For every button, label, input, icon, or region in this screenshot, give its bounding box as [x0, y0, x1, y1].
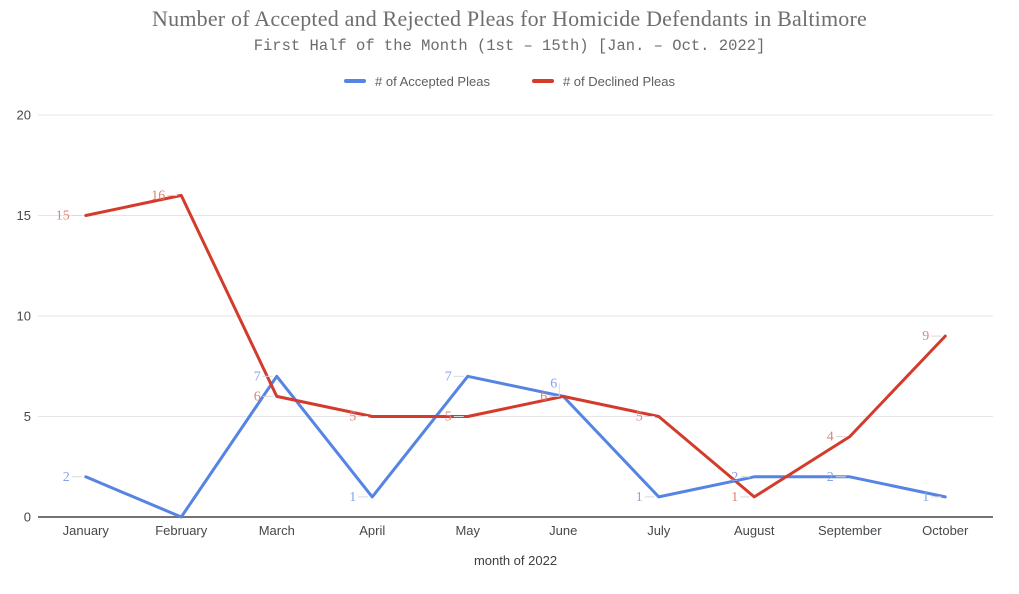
x-tick-label: September	[818, 523, 882, 538]
data-label: 7	[445, 369, 452, 384]
legend-item-accepted: # of Accepted Pleas	[344, 74, 490, 89]
x-tick-label: April	[359, 523, 385, 538]
x-axis-title: month of 2022	[473, 553, 558, 568]
data-label: 5	[636, 410, 643, 425]
data-label: 2	[731, 470, 738, 485]
data-label: 6	[254, 389, 261, 404]
y-tick-label: 5	[24, 409, 31, 424]
data-label: 6	[550, 376, 557, 391]
data-label: 9	[922, 329, 929, 344]
data-label: 1	[922, 490, 929, 505]
chart-legend: # of Accepted Pleas # of Declined Pleas	[0, 72, 1019, 90]
series-line-1	[84, 193, 947, 499]
series-line-0	[84, 374, 947, 519]
legend-swatch-declined	[531, 79, 554, 83]
x-tick-label: August	[734, 523, 775, 538]
data-label: 1	[636, 490, 643, 505]
x-tick-label: March	[259, 523, 295, 538]
y-tick-label: 10	[17, 309, 31, 324]
data-label: 16	[151, 188, 165, 203]
y-tick-label: 20	[17, 108, 31, 123]
data-label: 4	[827, 430, 834, 445]
legend-item-declined: # of Declined Pleas	[531, 73, 675, 89]
data-label: 6	[540, 389, 547, 404]
x-tick-label: May	[455, 523, 480, 538]
x-tick-label: July	[647, 523, 671, 538]
x-tick-label: October	[922, 523, 969, 538]
data-label: 5	[349, 410, 356, 425]
data-label: 15	[56, 209, 70, 224]
y-tick-label: 0	[24, 510, 31, 525]
chart-subtitle: First Half of the Month (1st – 15th) [Ja…	[253, 37, 766, 55]
data-label: 5	[445, 410, 452, 425]
data-label: 1	[731, 490, 738, 505]
legend-swatch-accepted	[344, 79, 367, 83]
data-label: 7	[254, 369, 261, 384]
data-label: 2	[63, 470, 70, 485]
x-tick-label: June	[549, 523, 577, 538]
x-tick-label: January	[63, 523, 110, 538]
y-tick-label: 15	[17, 208, 31, 223]
legend-label-declined: # of Declined Pleas	[562, 73, 675, 89]
x-tick-label: February	[155, 523, 208, 538]
legend-label-accepted: # of Accepted Pleas	[375, 73, 490, 89]
data-label: 2	[827, 470, 834, 485]
chart-title: Number of Accepted and Rejected Pleas fo…	[152, 6, 867, 31]
data-label: 1	[349, 490, 356, 505]
